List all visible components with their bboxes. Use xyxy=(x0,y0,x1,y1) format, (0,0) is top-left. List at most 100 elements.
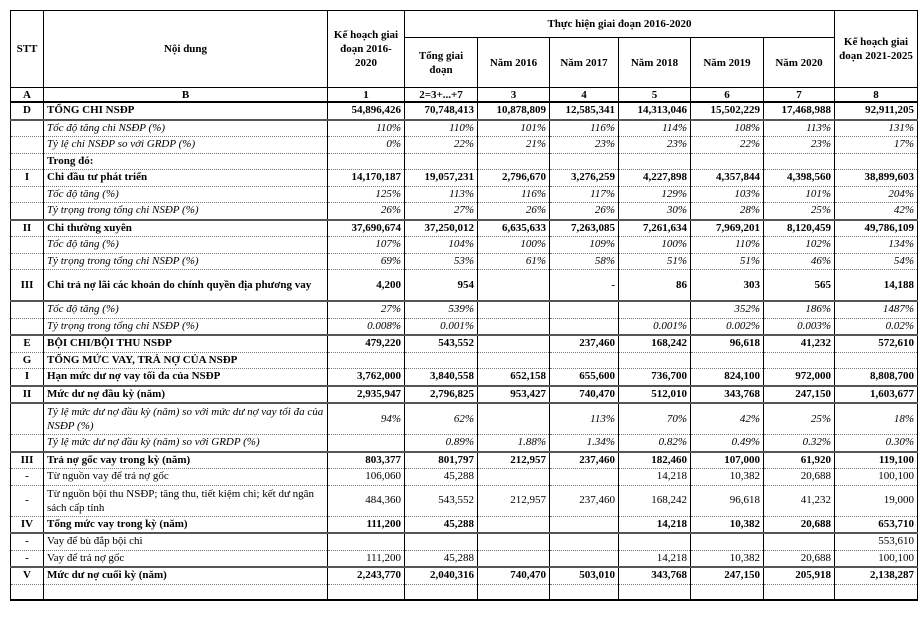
row-label: Tỷ lệ mức dư nợ đầu kỳ (năm) so với GRDP… xyxy=(43,434,328,453)
value-cell: 61,920 xyxy=(763,451,835,469)
value-cell: 96,618 xyxy=(690,335,764,353)
row-stt xyxy=(10,136,44,154)
value-cell: 1.34% xyxy=(549,434,619,453)
header-plan-2016-2020: Kế hoạch giai đoạn 2016-2020 xyxy=(327,10,405,88)
value-cell xyxy=(404,352,478,369)
row-stt xyxy=(10,119,44,137)
value-cell: 2,138,287 xyxy=(834,567,918,585)
table-body: A B 1 2=3+...+7 3 4 5 6 7 8 D TỔNG CHI NS… xyxy=(10,87,918,601)
header-year: Năm 2017 xyxy=(549,37,619,88)
value-cell: 12,585,341 xyxy=(549,102,619,121)
value-cell: 45,288 xyxy=(404,516,478,534)
value-cell xyxy=(404,533,478,551)
row-stt: I xyxy=(10,169,44,187)
row-stt: - xyxy=(10,533,44,551)
row-label: BỘI CHI/BỘI THU NSĐP xyxy=(43,335,328,353)
value-cell: 119,100 xyxy=(834,451,918,469)
value-cell: 54% xyxy=(834,253,918,270)
value-cell: 212,957 xyxy=(477,451,550,469)
budget-table: STT Nội dung Kế hoạch giai đoạn 2016-202… xyxy=(10,10,918,601)
value-cell xyxy=(763,352,835,369)
value-cell: 42% xyxy=(834,202,918,221)
value-cell: 0.49% xyxy=(690,434,764,453)
value-cell: 94% xyxy=(327,403,405,435)
row-label: Chi trả nợ lãi các khoản do chính quyền … xyxy=(43,269,328,302)
table-row: Tỷ trọng trong tổng chi NSĐP (%) 26% 27% 26… xyxy=(10,202,918,221)
value-cell: 38,899,603 xyxy=(834,169,918,187)
row-label: Tốc độ tăng (%) xyxy=(43,186,328,203)
value-cell xyxy=(618,301,691,319)
value-cell: 103% xyxy=(690,186,764,203)
value-cell: 212,957 xyxy=(477,485,550,517)
value-cell: 247,150 xyxy=(690,567,764,585)
value-cell: 101% xyxy=(477,119,550,137)
value-cell: 110% xyxy=(690,236,764,254)
index-cell: 8 xyxy=(834,87,918,103)
value-cell: 7,263,085 xyxy=(549,219,619,237)
value-cell: 37,690,674 xyxy=(327,219,405,237)
row-stt: III xyxy=(10,451,44,469)
value-cell: 113% xyxy=(763,119,835,137)
value-cell xyxy=(834,153,918,170)
value-cell: 17% xyxy=(834,136,918,154)
value-cell: 23% xyxy=(549,136,619,154)
value-cell: 503,010 xyxy=(549,567,619,585)
value-cell: 565 xyxy=(763,269,835,302)
row-stt: II xyxy=(10,219,44,237)
table-row: - Từ nguồn vay để trả nợ gốc 106,060 45,288… xyxy=(10,468,918,486)
value-cell: 111,200 xyxy=(327,516,405,534)
value-cell: 96,618 xyxy=(690,485,764,517)
value-cell: 2,040,316 xyxy=(404,567,478,585)
value-cell: 110% xyxy=(404,119,478,137)
value-cell: 42% xyxy=(690,403,764,435)
value-cell xyxy=(477,352,550,369)
value-cell: 117% xyxy=(549,186,619,203)
value-cell: 113% xyxy=(404,186,478,203)
value-cell: 14,218 xyxy=(618,468,691,486)
row-stt: - xyxy=(10,550,44,568)
value-cell: 131% xyxy=(834,119,918,137)
value-cell: 46% xyxy=(763,253,835,270)
value-cell: 3,840,558 xyxy=(404,368,478,387)
value-cell xyxy=(327,533,405,551)
index-cell: 4 xyxy=(549,87,619,103)
value-cell: 100% xyxy=(618,236,691,254)
value-cell: 954 xyxy=(404,269,478,302)
value-cell xyxy=(618,153,691,170)
value-cell: 740,470 xyxy=(477,567,550,585)
value-cell: 343,768 xyxy=(618,567,691,585)
value-cell: 484,360 xyxy=(327,485,405,517)
value-cell: 51% xyxy=(618,253,691,270)
value-cell: 479,220 xyxy=(327,335,405,353)
value-cell xyxy=(477,335,550,353)
row-stt: G xyxy=(10,352,44,369)
empty-cell xyxy=(618,584,691,601)
value-cell: 18% xyxy=(834,403,918,435)
value-cell: 21% xyxy=(477,136,550,154)
value-cell: 543,552 xyxy=(404,485,478,517)
row-label: Vay để trả nợ gốc xyxy=(43,550,328,568)
value-cell: 41,232 xyxy=(763,335,835,353)
row-label: Mức dư nợ đầu kỳ (năm) xyxy=(43,385,328,404)
header-actual-group: Thực hiện giai đoạn 2016-2020 xyxy=(404,10,835,38)
table-row: Tốc độ tăng (%) 125% 113% 116% 117% 129% 103% 1… xyxy=(10,186,918,203)
value-cell: 7,261,634 xyxy=(618,219,691,237)
value-cell: 26% xyxy=(327,202,405,221)
value-cell: 58% xyxy=(549,253,619,270)
value-cell: 803,377 xyxy=(327,451,405,469)
value-cell xyxy=(549,153,619,170)
value-cell xyxy=(327,434,405,453)
empty-cell xyxy=(404,584,478,601)
row-label: Vay để bù đắp bội chi xyxy=(43,533,328,551)
row-stt xyxy=(10,318,44,336)
value-cell: 4,227,898 xyxy=(618,169,691,187)
row-label: Tỷ trọng trong tổng chi NSĐP (%) xyxy=(43,318,328,336)
empty-cell xyxy=(549,584,619,601)
row-stt xyxy=(10,236,44,254)
table-row: III Chi trả nợ lãi các khoản do chính quy… xyxy=(10,269,918,302)
header-plan-2021-2025: Kế hoạch giai đoạn 2021-2025 xyxy=(834,10,918,88)
row-label: Tốc độ tăng (%) xyxy=(43,301,328,319)
value-cell xyxy=(477,318,550,336)
value-cell: 20,688 xyxy=(763,550,835,568)
row-label: Tỷ trọng trong tổng chi NSĐP (%) xyxy=(43,253,328,270)
